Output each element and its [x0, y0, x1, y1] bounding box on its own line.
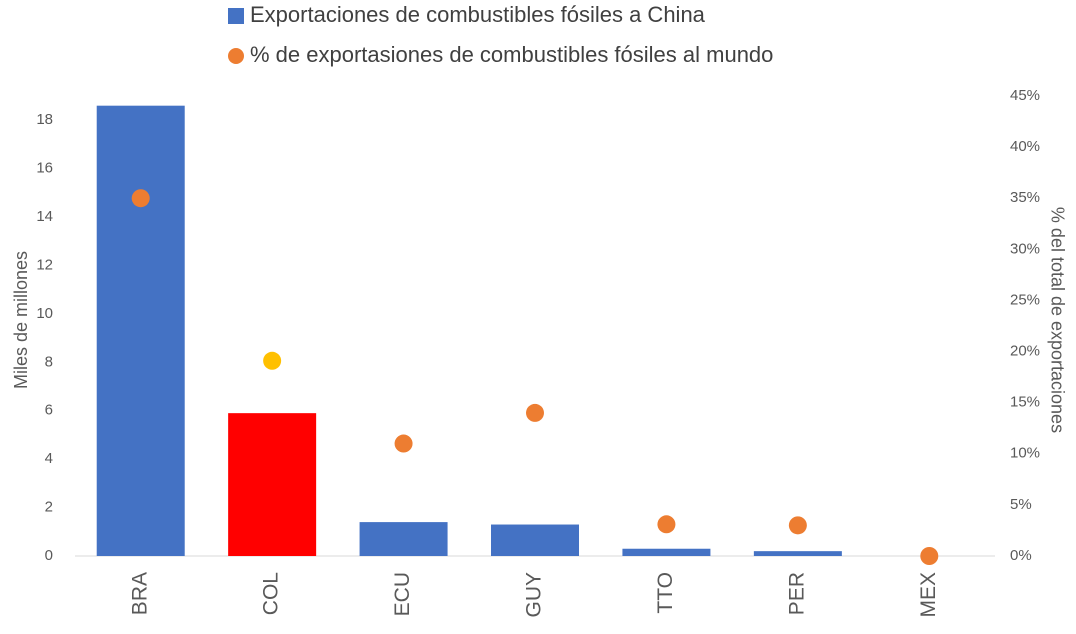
- y-tick-label: 10: [36, 305, 53, 322]
- dot: [657, 515, 676, 534]
- y2-tick-label: 20%: [1010, 343, 1040, 360]
- y2-tick-label: 10%: [1010, 445, 1040, 462]
- y2-tick-label: 15%: [1010, 394, 1040, 411]
- y-tick-label: 6: [45, 402, 53, 419]
- dot: [263, 351, 282, 370]
- y2-axis-title: % del total de exportaciones: [1047, 207, 1067, 433]
- bar: [96, 105, 185, 557]
- dot: [526, 403, 544, 422]
- x-tick-label: PER: [785, 572, 808, 615]
- legend-swatch: [228, 48, 244, 64]
- y-tick-label: 18: [36, 111, 53, 128]
- x-tick-label: TTO: [654, 572, 677, 614]
- dot: [131, 189, 150, 208]
- y-tick-label: 2: [45, 499, 53, 516]
- y-tick-label: 16: [36, 160, 53, 177]
- legend-swatch: [228, 8, 244, 24]
- y2-tick-label: 5%: [1010, 496, 1032, 513]
- bar: [753, 551, 842, 556]
- y2-tick-label: 45%: [1010, 87, 1040, 104]
- dot: [920, 547, 939, 565]
- bar: [622, 548, 711, 556]
- y-axis-title: Miles de millones: [11, 251, 31, 389]
- y2-tick-label: 35%: [1010, 189, 1040, 206]
- bar: [491, 524, 579, 556]
- x-tick-label: MEX: [917, 572, 940, 618]
- y-tick-label: 12: [36, 256, 53, 273]
- bar: [228, 413, 317, 556]
- x-tick-label: COL: [260, 572, 283, 615]
- x-tick-label: BRA: [128, 572, 151, 615]
- y2-tick-label: 40%: [1010, 138, 1040, 155]
- x-tick-label: ECU: [391, 572, 414, 616]
- y2-tick-label: 0%: [1010, 547, 1032, 564]
- y2-tick-label: 30%: [1010, 240, 1040, 257]
- dot: [788, 516, 807, 535]
- x-tick-label: GUY: [523, 572, 546, 618]
- y-tick-label: 4: [45, 450, 53, 467]
- legend-label: Exportaciones de combustibles fósiles a …: [250, 2, 706, 27]
- legend-label: % de exportasiones de combustibles fósil…: [250, 42, 773, 67]
- y-tick-label: 8: [45, 353, 53, 370]
- y2-tick-label: 25%: [1010, 291, 1040, 308]
- bar: [359, 522, 448, 556]
- dot: [394, 434, 413, 453]
- y-tick-label: 0: [45, 547, 53, 564]
- y-tick-label: 14: [36, 208, 53, 225]
